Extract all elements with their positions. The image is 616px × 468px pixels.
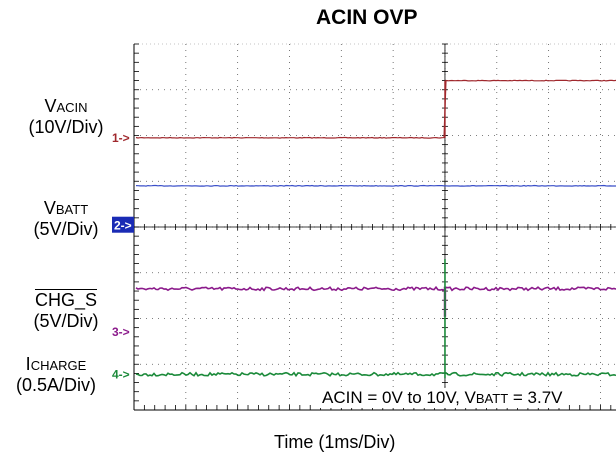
channel-2-scale: (5V/Div) (33, 219, 99, 239)
channel-4-label: ICHARGE (0.5A/Div) (0, 354, 112, 396)
channel-2-label: VBATT (5V/Div) (2, 198, 130, 240)
channel-1-label: VACIN (10V/Div) (2, 96, 130, 138)
channel-3-label: CHG_S (5V/Div) (2, 290, 130, 332)
channel-1-trace (135, 79, 616, 139)
channel-2-marker-box (112, 216, 134, 233)
channel-3-trace (135, 285, 616, 292)
channel-1-label-sub: ACIN (56, 100, 88, 115)
channel-4-label-main: I (25, 354, 31, 374)
channel-1-marker: 1-> (112, 131, 130, 145)
channel-4-trace (135, 371, 616, 378)
channel-1-label-main: V (44, 96, 57, 116)
channel-4-scale: (0.5A/Div) (15, 375, 96, 395)
channel-2-label-main: V (43, 198, 56, 218)
chart-title: ACIN OVP (316, 6, 418, 29)
channel-1-scale: (10V/Div) (28, 117, 104, 137)
x-axis-label: Time (1ms/Div) (274, 432, 396, 452)
channel-2-label-sub: BATT (55, 202, 89, 217)
channel-3-marker: 3-> (112, 325, 130, 339)
channel-4-label-sub: CHARGE (30, 358, 87, 373)
channel-2-trace (135, 184, 616, 187)
channel-3-scale: (5V/Div) (33, 311, 99, 331)
channel-2-marker: 2-> (114, 219, 132, 233)
test-condition-annotation: ACIN = 0V to 10V, VBATT = 3.7V (320, 388, 565, 408)
channel-3-label-main: CHG_S (34, 290, 97, 310)
channel-4-marker: 4-> (112, 367, 130, 381)
